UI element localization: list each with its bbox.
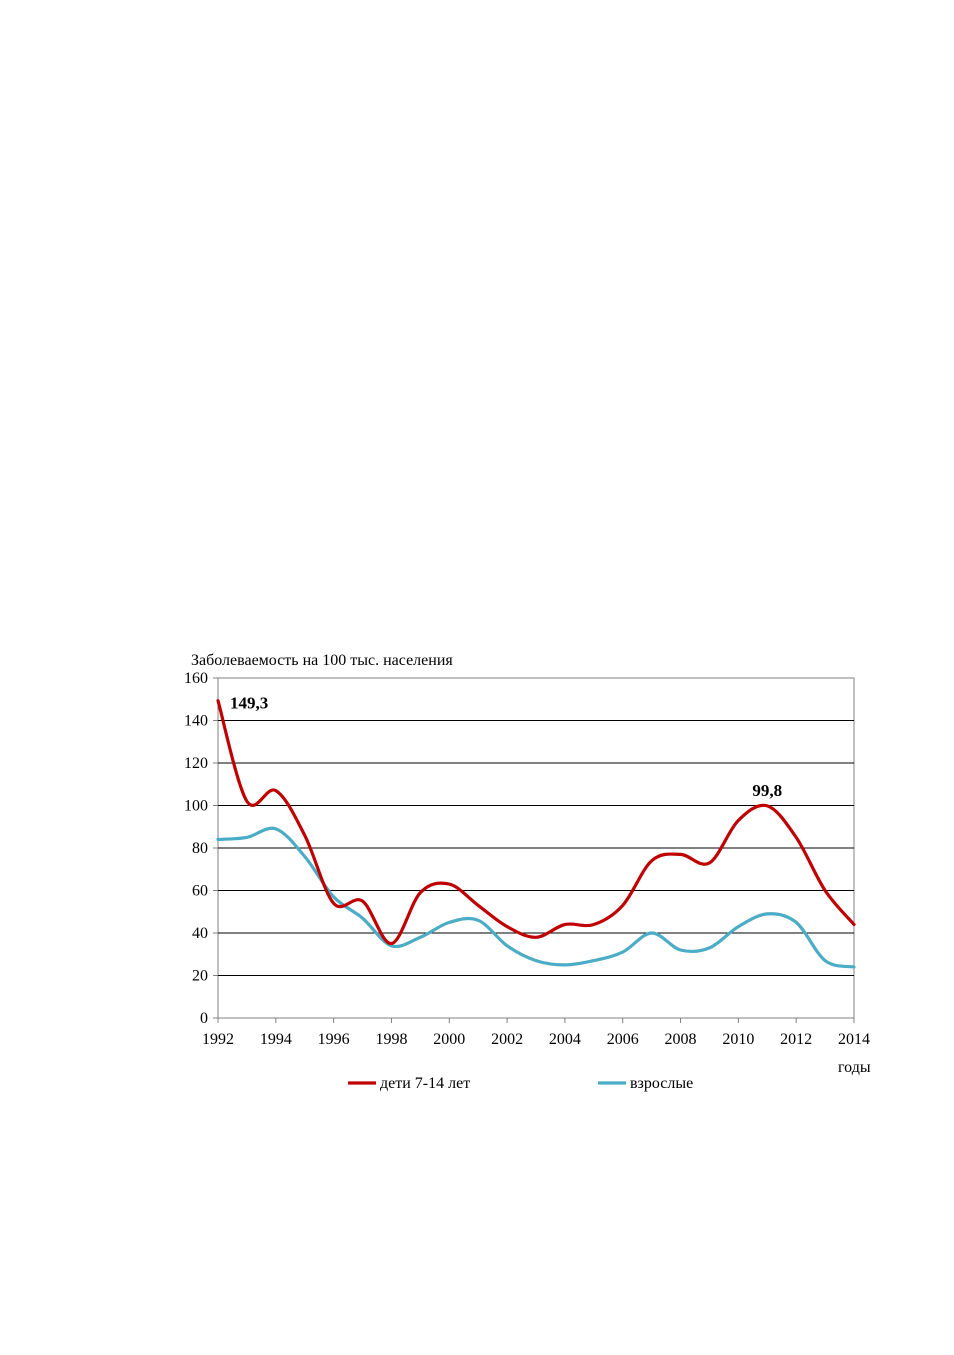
x-tick-label: 2008 [665, 1031, 697, 1048]
x-tick-label: 2004 [549, 1031, 581, 1048]
x-tick-label: 2002 [491, 1031, 523, 1048]
legend-label: взрослые [630, 1075, 693, 1092]
y-tick-label: 160 [184, 670, 208, 687]
grid-lines [218, 720, 854, 1019]
data-labels: 149,3 99,8 [230, 694, 782, 800]
legend: дети 7-14 лет взрослые [348, 1075, 693, 1092]
y-tick-label: 40 [192, 925, 208, 942]
data-label: 99,8 [752, 781, 782, 800]
x-tick-label: 2014 [838, 1031, 870, 1048]
x-tick-label: 1998 [375, 1031, 407, 1048]
y-tick-label: 120 [184, 755, 208, 772]
y-axis: 0 20 40 60 80 100 120 140 160 [184, 670, 218, 1027]
series-lines [216, 699, 856, 969]
x-tick-label: 2000 [433, 1031, 465, 1048]
series-line-children [216, 699, 856, 946]
legend-label: дети 7-14 лет [380, 1075, 470, 1092]
x-tick-label: 2006 [607, 1031, 639, 1048]
y-tick-label: 20 [192, 968, 208, 985]
x-tick-label: 1996 [318, 1031, 350, 1048]
x-axis-title: годы [838, 1059, 871, 1076]
y-tick-label: 80 [192, 840, 208, 857]
x-tick-label: 2012 [780, 1031, 812, 1048]
data-label: 149,3 [230, 694, 268, 713]
y-tick-label: 140 [184, 713, 208, 730]
y-tick-label: 100 [184, 798, 208, 815]
y-tick-label: 60 [192, 883, 208, 900]
x-tick-label: 1994 [260, 1031, 292, 1048]
x-axis: 1992 1994 1996 1998 2000 2002 2004 2006 2008 2010… [202, 1018, 870, 1048]
x-tick-label: 1992 [202, 1031, 234, 1048]
x-tick-label: 2010 [722, 1031, 754, 1048]
y-tick-label: 0 [200, 1010, 208, 1027]
y-axis-title: Заболеваемость на 100 тыс. населения [191, 652, 453, 669]
